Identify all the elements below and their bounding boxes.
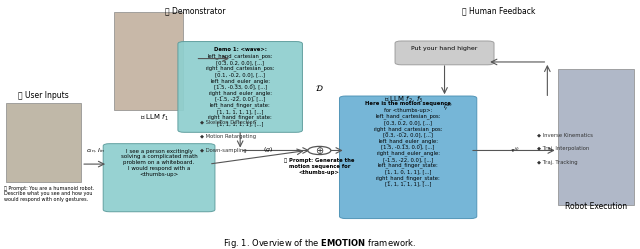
Text: left_hand_cartesian_pos:
[0.3, 0.2, 0.0], [...]
right_hand_cartesian_pos:
[0.1, : left_hand_cartesian_pos: [0.3, 0.2, 0.0]… bbox=[205, 53, 275, 126]
Text: ◆ Traj. Interpolation: ◆ Traj. Interpolation bbox=[537, 146, 589, 151]
FancyBboxPatch shape bbox=[395, 41, 494, 65]
Text: 🔊 Prompt: You are a humanoid robot.
Describe what you see and how you
would resp: 🔊 Prompt: You are a humanoid robot. Desc… bbox=[4, 186, 94, 202]
Text: ◆ Inverse Kinematics: ◆ Inverse Kinematics bbox=[537, 132, 593, 137]
Text: $I_f^{(a)}$: $I_f^{(a)}$ bbox=[443, 102, 452, 113]
Text: 👤 Demonstrator: 👤 Demonstrator bbox=[165, 6, 226, 15]
Text: 👤 User Inputs: 👤 User Inputs bbox=[18, 91, 69, 100]
Text: $\oplus$: $\oplus$ bbox=[315, 145, 324, 156]
Text: $o_{in}, I_{in}$: $o_{in}, I_{in}$ bbox=[86, 146, 104, 155]
Text: Demo 1: <wave>:: Demo 1: <wave>: bbox=[214, 47, 267, 52]
FancyBboxPatch shape bbox=[178, 42, 303, 132]
FancyBboxPatch shape bbox=[339, 96, 477, 219]
FancyBboxPatch shape bbox=[103, 144, 215, 212]
Text: Fig. 1. Overview of the $\bf{EMOTION}$ framework.: Fig. 1. Overview of the $\bf{EMOTION}$ f… bbox=[223, 237, 417, 249]
Text: I see a person excitingly
solving a complicated math
problem on a whiteboard.
I : I see a person excitingly solving a comp… bbox=[121, 149, 198, 177]
Text: $\tau^{(i)}$: $\tau^{(i)}$ bbox=[510, 146, 520, 155]
Text: 📱 LLM $f_2$, $f_3$: 📱 LLM $f_2$, $f_3$ bbox=[384, 95, 423, 105]
FancyBboxPatch shape bbox=[557, 69, 634, 205]
Text: ◆ Motion Retargeting: ◆ Motion Retargeting bbox=[200, 134, 256, 139]
Circle shape bbox=[308, 146, 331, 155]
Text: 🔊 Prompt: Generate the
motion sequence for
<thumbs-up>: 🔊 Prompt: Generate the motion sequence f… bbox=[284, 158, 355, 175]
Text: Robot Execution: Robot Execution bbox=[565, 202, 627, 211]
FancyBboxPatch shape bbox=[6, 103, 81, 182]
Text: ◆ Skeleton Detection: ◆ Skeleton Detection bbox=[200, 120, 256, 125]
Text: $\mathcal{D}$: $\mathcal{D}$ bbox=[315, 83, 324, 93]
Text: $(g)$: $(g)$ bbox=[262, 145, 273, 154]
Text: 👤 Human Feedback: 👤 Human Feedback bbox=[462, 6, 536, 15]
Text: Here is the motion sequence: Here is the motion sequence bbox=[365, 101, 451, 106]
FancyBboxPatch shape bbox=[115, 12, 183, 110]
Text: 📱 LLM $f_1$: 📱 LLM $f_1$ bbox=[140, 113, 169, 123]
Text: for <thumbs-up>:
left_hand_cartesian_pos:
[0.3, 0.2, 0.0], [...]
right_hand_cart: for <thumbs-up>: left_hand_cartesian_pos… bbox=[373, 108, 443, 187]
Text: ◆ Down-sampling: ◆ Down-sampling bbox=[200, 148, 246, 153]
Text: Put your hand higher: Put your hand higher bbox=[412, 46, 477, 51]
Text: ◆ Traj. Tracking: ◆ Traj. Tracking bbox=[537, 160, 578, 166]
